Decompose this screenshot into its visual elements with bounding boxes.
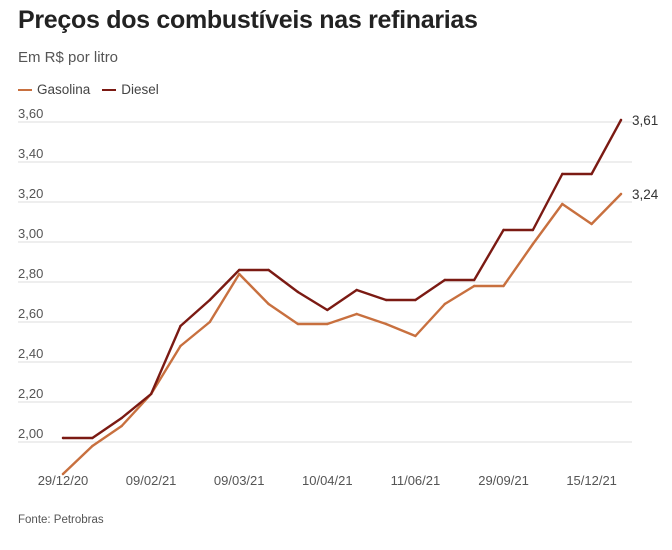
data-point-diesel bbox=[91, 436, 94, 440]
legend-item-diesel: Diesel bbox=[102, 82, 159, 97]
data-point-gasolina bbox=[355, 312, 358, 316]
x-tick-label: 09/03/21 bbox=[214, 473, 265, 488]
data-point-diesel bbox=[414, 298, 417, 302]
data-point-gasolina bbox=[414, 334, 417, 338]
data-point-diesel bbox=[296, 290, 300, 294]
data-point-diesel bbox=[238, 268, 241, 272]
data-point-diesel bbox=[384, 298, 388, 302]
data-point-gasolina bbox=[120, 424, 123, 428]
data-point-gasolina bbox=[61, 472, 65, 476]
data-point-diesel bbox=[179, 324, 182, 328]
data-point-gasolina bbox=[91, 444, 94, 448]
data-point-diesel bbox=[149, 392, 153, 396]
data-point-diesel bbox=[267, 268, 270, 272]
data-point-gasolina bbox=[326, 322, 329, 326]
y-tick-label: 2,80 bbox=[18, 266, 43, 281]
y-tick-label: 3,40 bbox=[18, 146, 43, 161]
y-tick-label: 3,00 bbox=[18, 226, 43, 241]
data-point-diesel bbox=[208, 298, 212, 302]
x-tick-label: 15/12/21 bbox=[566, 473, 617, 488]
x-tick-label: 29/12/20 bbox=[38, 473, 89, 488]
data-point-gasolina bbox=[561, 202, 564, 206]
x-tick-label: 10/04/21 bbox=[302, 473, 353, 488]
chart-legend: Gasolina Diesel bbox=[18, 82, 171, 97]
data-point-gasolina bbox=[443, 302, 446, 306]
x-tick-label: 11/06/21 bbox=[391, 473, 441, 488]
data-point-diesel bbox=[120, 416, 123, 420]
chart-title: Preços dos combustíveis nas refinarias bbox=[18, 6, 478, 34]
y-tick-label: 2,40 bbox=[18, 346, 43, 361]
legend-label-gasolina: Gasolina bbox=[37, 82, 91, 97]
end-value-label-gasolina: 3,24 bbox=[632, 187, 659, 202]
x-tick-label: 09/02/21 bbox=[126, 473, 177, 488]
legend-item-gasolina: Gasolina bbox=[18, 82, 90, 97]
data-point-diesel bbox=[502, 228, 505, 232]
data-point-gasolina bbox=[502, 284, 505, 288]
data-point-diesel bbox=[472, 278, 476, 282]
series-line-gasolina bbox=[61, 192, 623, 476]
y-tick-label: 3,60 bbox=[18, 106, 43, 121]
data-point-gasolina bbox=[296, 322, 300, 326]
data-point-gasolina bbox=[267, 302, 270, 306]
end-value-label-diesel: 3,61 bbox=[632, 113, 658, 128]
data-point-gasolina bbox=[590, 222, 593, 226]
data-point-gasolina bbox=[208, 320, 212, 324]
data-point-diesel bbox=[326, 308, 329, 312]
data-point-diesel bbox=[443, 278, 446, 282]
data-point-gasolina bbox=[619, 192, 623, 196]
data-point-gasolina bbox=[472, 284, 476, 288]
data-point-gasolina bbox=[384, 322, 388, 326]
legend-swatch-diesel bbox=[102, 88, 117, 91]
data-point-diesel bbox=[561, 172, 564, 176]
series-line-diesel bbox=[61, 118, 623, 440]
y-tick-label: 2,60 bbox=[18, 306, 43, 321]
y-tick-label: 2,20 bbox=[18, 386, 43, 401]
data-point-gasolina bbox=[238, 272, 241, 276]
data-point-gasolina bbox=[179, 344, 182, 348]
legend-label-diesel: Diesel bbox=[121, 82, 159, 97]
data-point-diesel bbox=[619, 118, 623, 122]
x-tick-label: 29/09/21 bbox=[478, 473, 529, 488]
data-point-diesel bbox=[590, 172, 593, 176]
y-tick-label: 3,20 bbox=[18, 186, 43, 201]
data-point-diesel bbox=[531, 228, 535, 232]
data-point-diesel bbox=[61, 436, 65, 440]
y-tick-label: 2,00 bbox=[18, 426, 43, 441]
data-point-diesel bbox=[355, 288, 358, 292]
chart-subtitle: Em R$ por litro bbox=[18, 49, 119, 66]
source-note: Fonte: Petrobras bbox=[18, 514, 104, 526]
legend-swatch-gasolina bbox=[18, 88, 32, 91]
data-point-gasolina bbox=[531, 242, 535, 246]
